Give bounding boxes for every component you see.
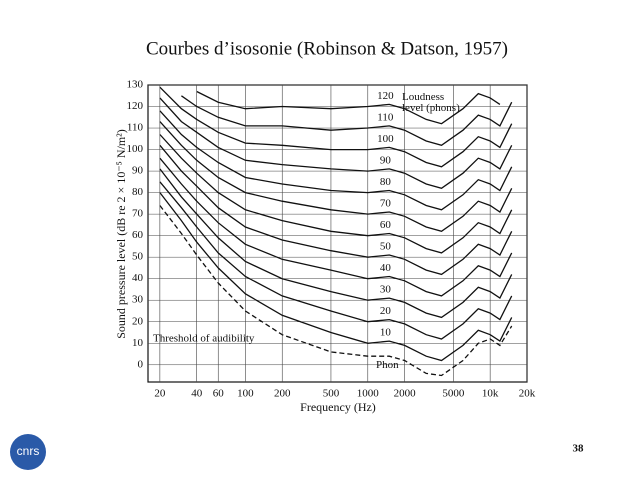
y-tick-label: 80 [132,186,144,198]
line-series [159,168,513,319]
y-tick-label: 50 [132,251,144,263]
y-tick-label: 90 [132,165,144,177]
series-label: 60 [380,219,392,231]
annotation: Loudness level (phons) [402,91,460,114]
y-tick-label: 130 [127,79,144,91]
series-label: 110 [377,111,394,123]
x-axis-label: Frequency (Hz) [300,400,376,414]
line-series [181,95,513,147]
series-label: Threshold of audibility [153,333,255,345]
x-tick-label: 20 [154,388,166,400]
series-label: 70 [380,198,392,210]
logo [10,434,46,470]
line-series [159,86,513,168]
series-label: 90 [380,154,392,166]
line-series [159,205,513,377]
x-tick-label: 1000 [357,388,380,400]
line-series [159,97,513,190]
series-label: 80 [380,176,392,188]
y-tick-label: 30 [132,294,144,306]
line-series [159,157,513,297]
series-label: 120 [377,90,394,102]
x-tick-label: 100 [237,388,254,400]
series-label: 20 [380,305,392,317]
y-tick-label: 0 [138,358,144,370]
line-series [159,181,513,340]
logo-text: cnrs [17,444,40,458]
series-label: 10 [380,327,392,339]
y-tick-label: 10 [132,337,144,349]
series-label: 30 [380,284,392,296]
line-series [196,90,501,125]
x-tick-label: 500 [323,388,340,400]
y-tick-label: 110 [127,122,144,134]
x-tick-label: 200 [274,388,291,400]
line-series [159,192,513,362]
line-series [159,134,513,254]
y-tick-label: 20 [132,315,144,327]
page-number: 38 [573,443,585,455]
line-series [159,121,513,233]
y-tick-label: 70 [132,208,144,220]
y-axis-label: Sound pressure level (dB re 2 × 10⁻⁵ N/m… [114,129,128,339]
line-series [159,110,513,211]
chart-title: Courbes d’isosonie (Robinson & Datson, 1… [146,38,508,59]
x-tick-label: 5000 [442,388,465,400]
annotation: Phon [376,359,399,371]
x-tick-label: 40 [191,388,203,400]
line-series [159,144,513,276]
y-tick-label: 120 [127,100,144,112]
y-tick-label: 100 [127,143,144,155]
x-tick-label: 20k [519,388,536,400]
series-label: 50 [380,241,392,253]
y-tick-label: 40 [132,272,144,284]
x-tick-label: 60 [213,388,225,400]
series-label: 40 [380,262,392,274]
series-label: 100 [377,133,394,145]
x-tick-label: 10k [482,388,499,400]
x-tick-label: 2000 [394,388,417,400]
y-tick-label: 60 [132,229,144,241]
